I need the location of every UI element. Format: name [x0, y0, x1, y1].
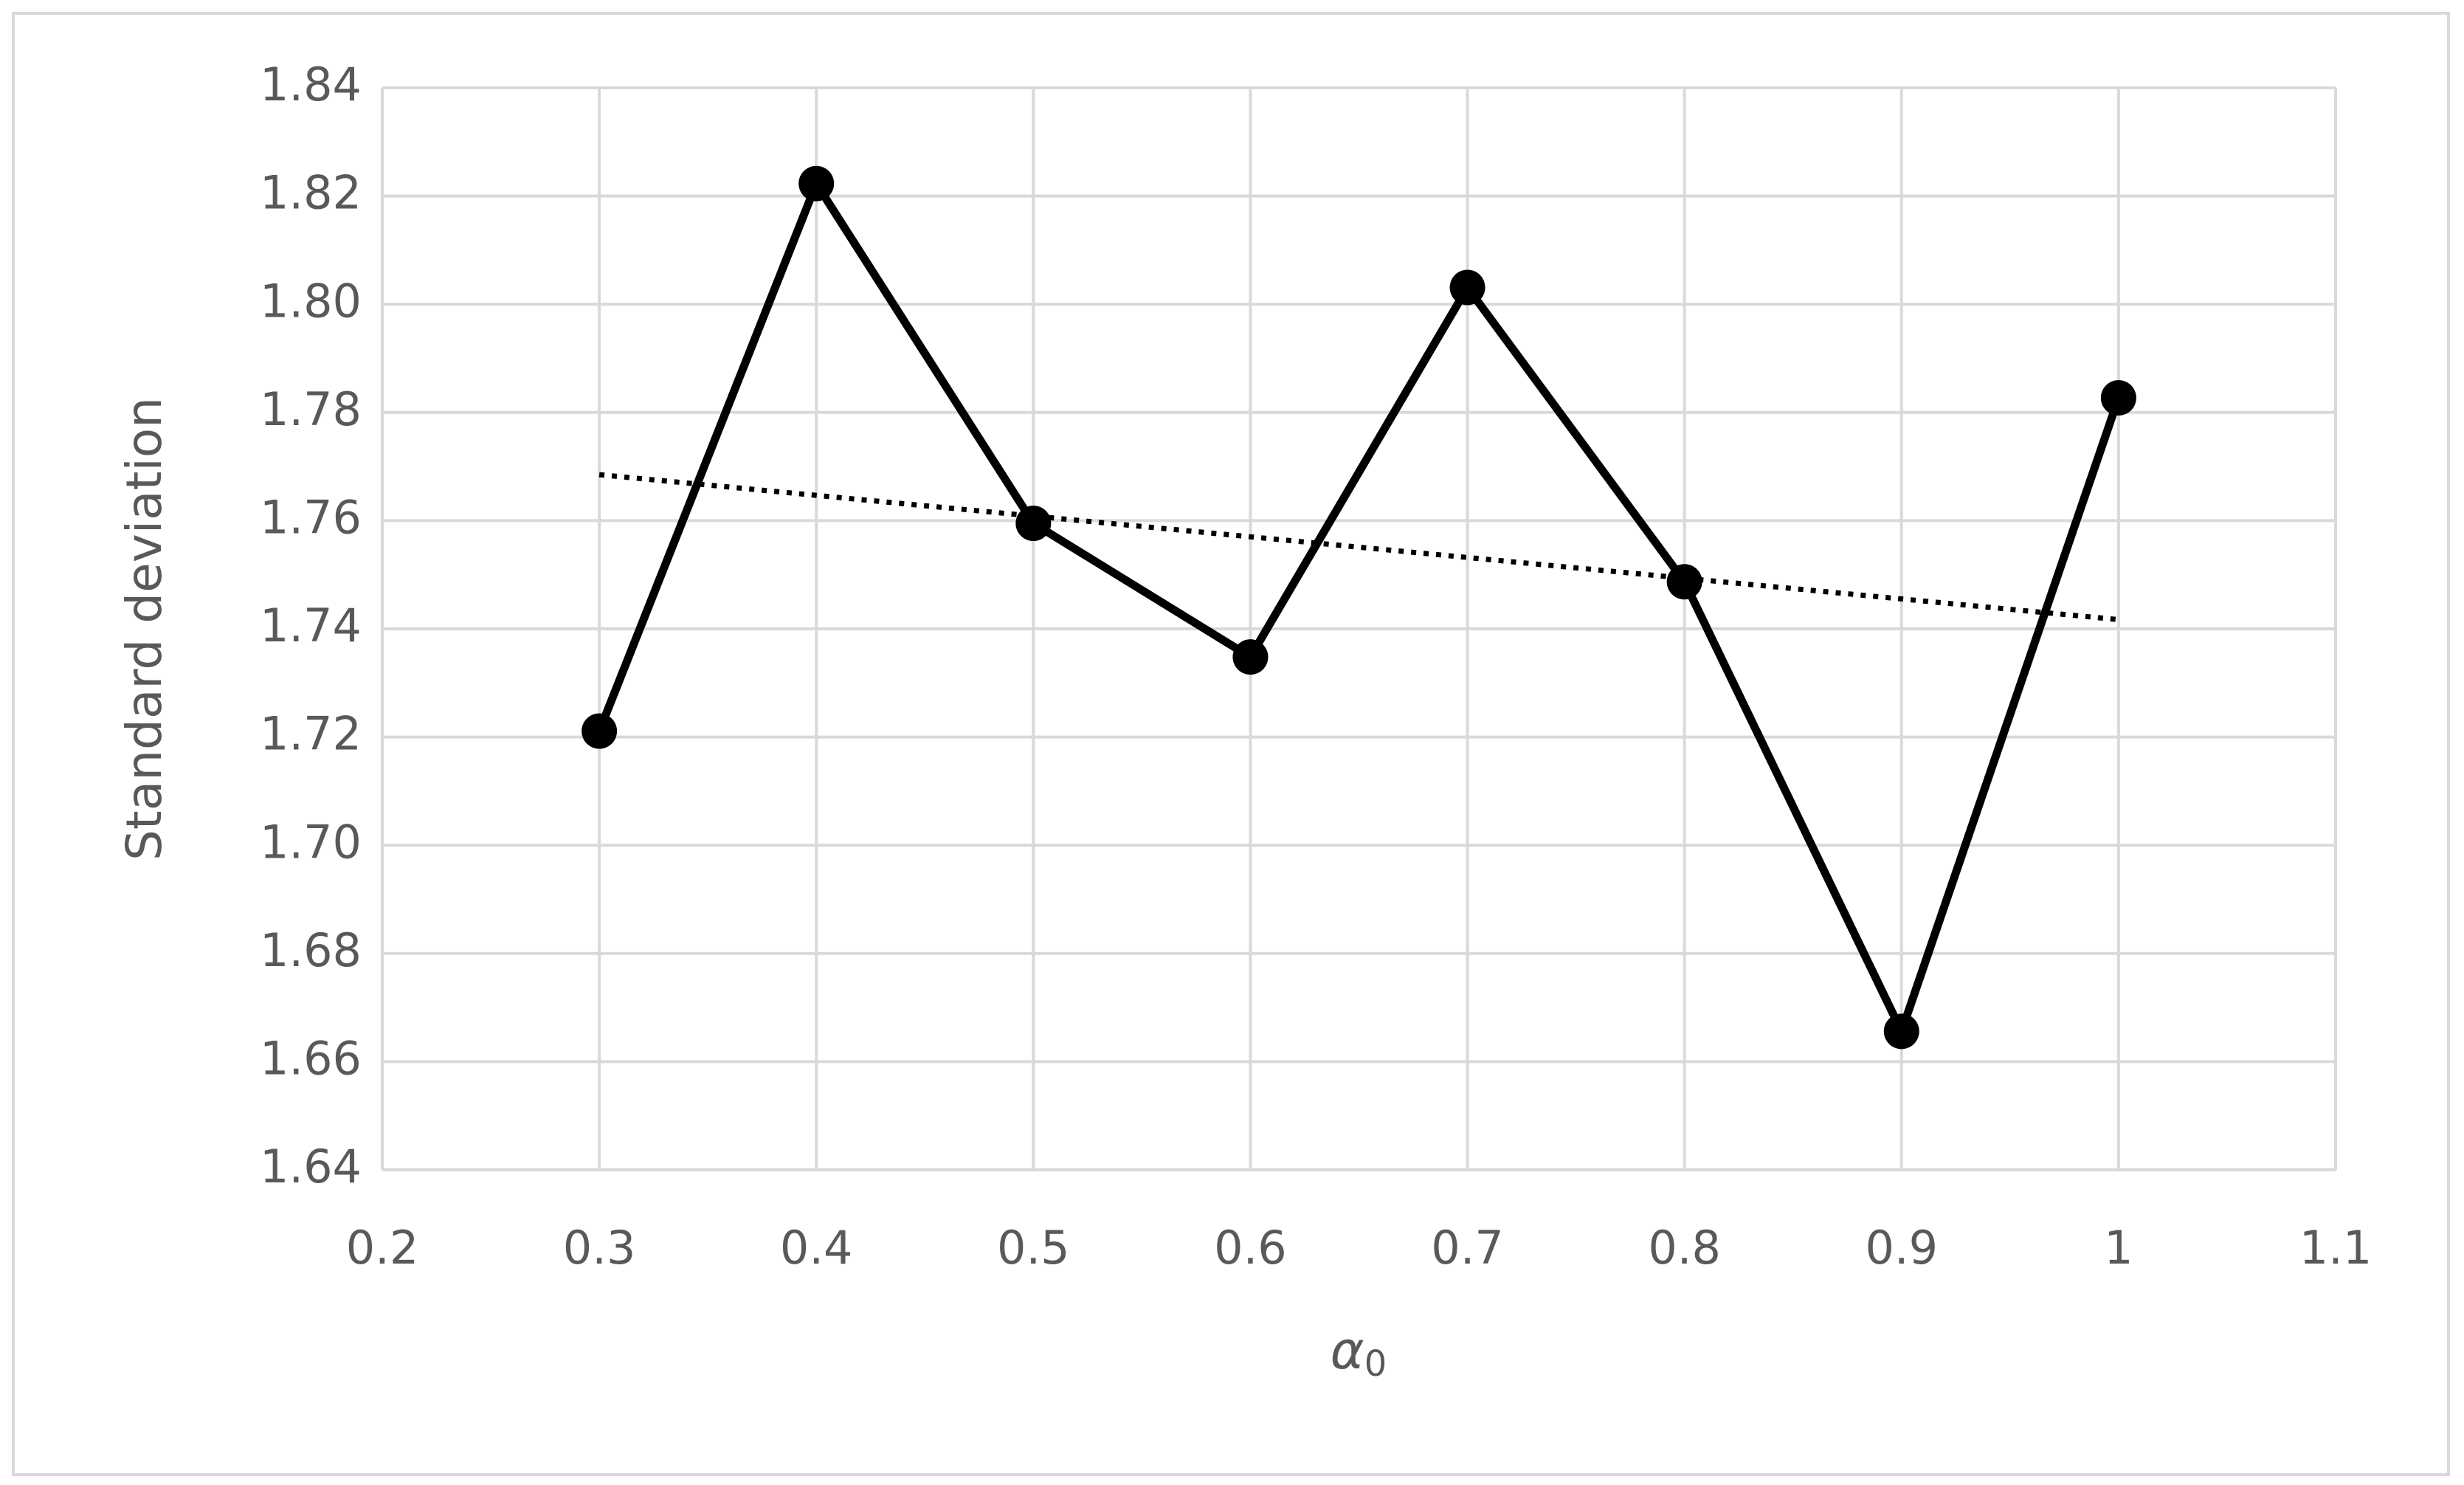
point	[1666, 564, 1702, 600]
plot	[582, 165, 2136, 1050]
x-tick-label: 0.5	[997, 1221, 1070, 1275]
x-axis-label-symbol: α	[1331, 1320, 1364, 1381]
point	[798, 165, 835, 201]
point	[2100, 380, 2136, 416]
x-axis-label: α0	[1331, 1320, 1387, 1385]
y-tick-label: 1.74	[260, 599, 362, 652]
series-line	[595, 179, 2123, 1036]
x-tick-label: 0.4	[780, 1221, 853, 1275]
point	[1232, 639, 1269, 675]
grid	[381, 86, 2337, 1171]
y-tick-label: 1.72	[260, 707, 362, 761]
x-tick-label: 0.3	[563, 1221, 636, 1275]
y-axis-label: Standard deviation	[116, 397, 173, 861]
point	[1015, 506, 1052, 542]
point	[1449, 269, 1485, 306]
point	[1883, 1013, 1919, 1050]
x-tick-label: 0.7	[1431, 1221, 1504, 1275]
x-tick-label: 0.6	[1214, 1221, 1287, 1275]
y-tick-label: 1.70	[260, 815, 362, 869]
chart-border	[12, 12, 2450, 1476]
x-tick-label: 1.1	[2299, 1221, 2372, 1275]
y-tick-label: 1.64	[260, 1140, 362, 1193]
trendline	[598, 472, 2119, 623]
x-tick-label: 0.9	[1865, 1221, 1938, 1275]
y-tick-label: 1.66	[260, 1031, 362, 1085]
y-tick-label: 1.84	[260, 58, 362, 111]
y-tick-label: 1.82	[260, 166, 362, 220]
y-tick-label: 1.78	[260, 382, 362, 436]
x-tick-label: 1	[2104, 1221, 2133, 1275]
x-tick-label: 0.2	[346, 1221, 419, 1275]
x-axis-label-subscript: 0	[1364, 1343, 1387, 1385]
point	[582, 713, 618, 749]
y-tick-label: 1.76	[260, 490, 362, 544]
y-tick-label: 1.80	[260, 274, 362, 328]
y-tick-label: 1.68	[260, 923, 362, 977]
x-tick-label: 0.8	[1648, 1221, 1721, 1275]
